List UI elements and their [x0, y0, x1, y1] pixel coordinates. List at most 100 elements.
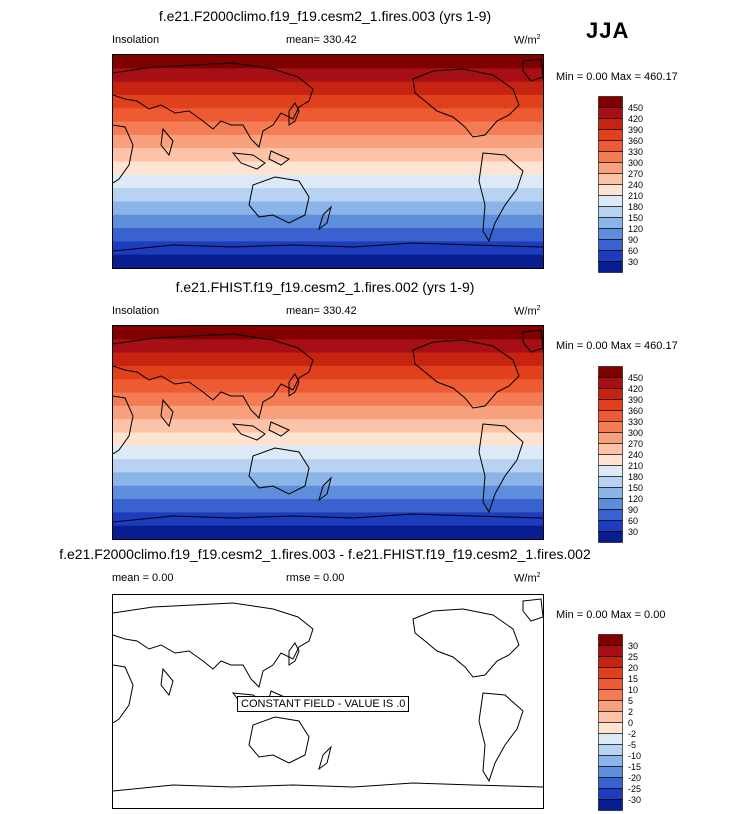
panel-3-colorbar-tick-label: -25	[628, 784, 641, 794]
panel-2-colorbar-tick-label: 60	[628, 516, 638, 526]
panel-3-colorbar-swatch	[598, 678, 623, 690]
coastline	[160, 127, 174, 157]
panel-3-colorbar-swatch	[598, 788, 623, 800]
panel-3-colorbar-swatch	[598, 711, 623, 723]
panel-2-colorbar-swatch	[598, 520, 623, 532]
panel-3-colorbar-swatch	[598, 799, 623, 811]
panel-3-colorbar-swatch	[598, 700, 623, 712]
field-band	[113, 405, 543, 420]
coastline	[113, 333, 314, 419]
field-band	[113, 392, 543, 407]
field-band	[113, 68, 543, 83]
panel-1-colorbar-tick-label: 150	[628, 213, 643, 223]
panel-2-colorbar-tick-label: 270	[628, 439, 643, 449]
panel-2-colorbar-tick-label: 450	[628, 373, 643, 383]
field-band	[113, 94, 543, 109]
panel-3-colorbar-swatch	[598, 744, 623, 756]
panel-1-colorbar-tick-label: 120	[628, 224, 643, 234]
panel-1-colorbar-tick-label: 30	[628, 257, 638, 267]
panel-3-colorbar-tick-label: 30	[628, 641, 638, 651]
coastline	[478, 152, 524, 243]
field-band	[113, 352, 543, 367]
panel-1-colorbar-swatch	[598, 151, 623, 163]
coastline	[113, 602, 314, 688]
field-band	[113, 379, 543, 394]
panel-1-field	[113, 55, 543, 268]
panel-1-colorbar-swatch	[598, 217, 623, 229]
coastline	[318, 476, 332, 502]
coastline	[288, 642, 300, 666]
panel-2-colorbar-swatch	[598, 454, 623, 466]
panel-1-colorbar-tick-label: 450	[628, 103, 643, 113]
panel-3-colorbar-tick-label: 25	[628, 652, 638, 662]
coastline	[522, 598, 543, 622]
panel-2-title: f.e21.FHIST.f19_f19.cesm2_1.fires.002 (y…	[175, 279, 475, 295]
field-band	[113, 201, 543, 216]
panel-3-colorbar-swatch	[598, 667, 623, 679]
coastline	[248, 716, 310, 764]
field-band	[113, 134, 543, 149]
field-band	[113, 108, 543, 123]
field-band	[113, 214, 543, 229]
coastline	[288, 102, 300, 126]
panel-2-colorbar-swatch	[598, 531, 623, 543]
panel-3-colorbar-tick-label: 2	[628, 707, 633, 717]
panel-3-colorbar-swatch	[598, 656, 623, 668]
panel-3-colorbar-swatch	[598, 766, 623, 778]
panel-1-colorbar-tick-label: 270	[628, 169, 643, 179]
coastline	[113, 242, 543, 252]
panel-3-colorbar-swatch	[598, 634, 623, 646]
panel-3-title: f.e21.F2000climo.f19_f19.cesm2_1.fires.0…	[59, 546, 591, 562]
field-band	[113, 55, 543, 69]
coastline	[113, 513, 543, 523]
panel-2-colorbar-tick-label: 90	[628, 505, 638, 515]
panel-3-colorbar-tick-label: 10	[628, 685, 638, 695]
coastline	[160, 398, 174, 428]
panel-2-minmax: Min = 0.00 Max = 460.17	[556, 340, 678, 352]
panel-3-colorbar-tick-label: -2	[628, 729, 636, 739]
coastline	[160, 667, 174, 697]
panel-2-mean-label: mean= 330.42	[286, 305, 357, 317]
panel-2-variable-label: Insolation	[112, 305, 160, 317]
coastline	[288, 373, 300, 397]
field-band	[113, 254, 543, 268]
field-band	[113, 81, 543, 96]
field-band	[113, 326, 543, 340]
panel-1-colorbar-tick-label: 180	[628, 202, 643, 212]
panel-1-minmax: Min = 0.00 Max = 460.17	[556, 71, 678, 83]
coastline	[478, 423, 524, 514]
panel-1-colorbar-swatch	[598, 140, 623, 152]
panel-1-colorbar-swatch	[598, 206, 623, 218]
panel-1-colorbar-swatch	[598, 107, 623, 119]
panel-1-colorbar-tick-label: 60	[628, 246, 638, 256]
field-band	[113, 512, 543, 527]
panel-1-colorbar-swatch	[598, 261, 623, 273]
panel-3-units: W/m2	[514, 572, 541, 585]
field-band	[113, 525, 543, 539]
panel-1-colorbar-swatch	[598, 96, 623, 108]
coastline	[231, 423, 266, 441]
panel-1-colorbar-tick-label: 300	[628, 158, 643, 168]
field-band	[113, 445, 543, 460]
panel-3-field	[113, 598, 543, 792]
panel-2-colorbar-swatch	[598, 432, 623, 444]
coastline	[231, 152, 266, 170]
coastline	[268, 150, 290, 166]
panel-2-colorbar-tick-label: 240	[628, 450, 643, 460]
panel-3-colorbar-tick-label: 15	[628, 674, 638, 684]
panel-3-colorbar-swatch	[598, 755, 623, 767]
panel-2-colorbar-swatch	[598, 509, 623, 521]
panel-2-units: W/m2	[514, 305, 541, 318]
panel-1-colorbar-swatch	[598, 162, 623, 174]
coastline	[113, 62, 314, 148]
panel-2-colorbar-swatch	[598, 421, 623, 433]
panel-2-colorbar-tick-label: 300	[628, 428, 643, 438]
panel-1-units: W/m2	[514, 34, 541, 47]
panel-3-colorbar-swatch	[598, 689, 623, 701]
panel-3-colorbar-swatch	[598, 722, 623, 734]
field-band	[113, 339, 543, 354]
panel-2-colorbar-tick-label: 420	[628, 384, 643, 394]
panel-3-colorbar-tick-label: -5	[628, 740, 636, 750]
panel-3-colorbar-tick-label: -20	[628, 773, 641, 783]
